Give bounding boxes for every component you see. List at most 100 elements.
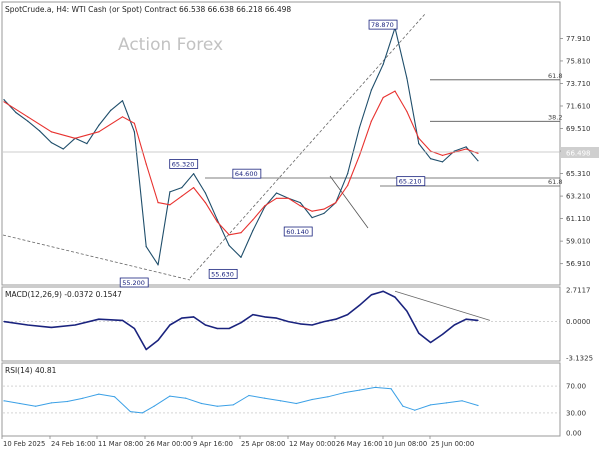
rsi-line-point	[311, 398, 313, 401]
macd-line-point	[193, 316, 195, 318]
moving-average-line-point	[406, 110, 408, 113]
macd-tick-label: -3.1325	[566, 355, 593, 363]
time-tick-label: 26 Mar 00:00	[146, 440, 191, 448]
price-line-point	[441, 161, 444, 163]
price-line-point	[50, 141, 53, 144]
macd-tick-label: 0.0000	[566, 318, 591, 326]
time-tick-label: 24 Feb 16:00	[51, 440, 96, 448]
price-line-point	[62, 148, 64, 150]
price-line-point	[323, 212, 325, 214]
time-tick-label: 26 May 16:00	[336, 440, 383, 448]
macd-line-point	[169, 324, 171, 326]
rsi-line-point	[390, 388, 392, 390]
rsi-panel-frame	[1, 362, 561, 437]
rsi-line-point	[358, 389, 361, 391]
macd-line-point	[133, 327, 135, 330]
price-line-point	[240, 256, 242, 258]
rsi-tick-label: 0.00	[566, 430, 582, 438]
rsi-line-point	[402, 405, 404, 407]
macd-line-point	[50, 326, 53, 328]
price-annotation-box	[283, 226, 313, 237]
price-line-point	[204, 192, 207, 194]
moving-average-line-point	[477, 152, 479, 154]
rsi-line-point	[114, 396, 116, 398]
price-panel-frame	[1, 1, 561, 286]
price-tick-label: 69.510	[566, 125, 591, 133]
price-line-point	[216, 219, 218, 221]
price-line-point	[133, 131, 135, 133]
moving-average-line-point	[27, 116, 29, 118]
macd-series: 2.7117 0.0000 -3.1325	[3, 287, 593, 363]
macd-line	[3, 290, 479, 351]
price-annotation-label: 64.600	[235, 170, 258, 178]
rsi-line-point	[248, 394, 250, 397]
price-line-point	[38, 130, 41, 132]
fib-level-label: 61.8	[548, 72, 562, 80]
time-tick-label: 9 Apr 16:00	[193, 440, 233, 448]
macd-line-point	[465, 318, 467, 320]
price-annotations: 78.870 65.320 64.600 60.140 55.200 55.630 65.2…	[119, 19, 426, 288]
moving-average-line-point	[311, 210, 313, 212]
moving-average-line-point	[418, 137, 420, 139]
price-line-point	[311, 217, 313, 219]
rsi-line-point	[50, 402, 53, 404]
macd-title: MACD(12,26,9) -0.0372 0.1547	[5, 290, 122, 299]
macd-line-point	[3, 320, 5, 323]
rsi-line-point	[232, 404, 234, 406]
price-annotation-box	[396, 176, 426, 187]
macd-line-point	[382, 290, 384, 292]
rsi-line-point	[185, 397, 187, 399]
macd-line-point	[418, 332, 420, 334]
moving-average-line-point	[169, 204, 171, 206]
rsi-title: RSI(14) 40.81	[5, 366, 57, 375]
price-tick-label: 56.910	[566, 260, 591, 268]
price-line-point	[181, 187, 183, 189]
rsi-line-point	[82, 397, 84, 399]
moving-average-line-point	[133, 122, 135, 124]
moving-average-line-point	[98, 131, 100, 133]
price-line-point	[418, 143, 420, 145]
moving-average-line-point	[347, 184, 349, 187]
macd-line-point	[204, 324, 207, 326]
macd-line-point	[453, 324, 455, 326]
moving-average-line-point	[264, 205, 266, 207]
macd-line-point	[347, 313, 349, 316]
price-line-point	[275, 192, 278, 194]
price-annotation-label: 78.870	[371, 21, 394, 29]
price-line-point	[406, 77, 408, 79]
macd-tick-label: 2.7117	[566, 287, 591, 295]
rsi-line-point	[3, 400, 5, 402]
moving-average-line-point	[275, 197, 278, 199]
price-annotation-label: 55.630	[211, 270, 234, 278]
macd-line-point	[406, 310, 408, 312]
macd-divergence-line	[394, 290, 491, 321]
rsi-line-point	[129, 410, 131, 413]
time-tick-label: 25 Jun 00:00	[431, 440, 474, 448]
rsi-line-point	[19, 402, 21, 405]
price-tick-label: 65.310	[566, 170, 591, 178]
moving-average-line-point	[145, 163, 147, 165]
price-annotation-box	[232, 168, 262, 179]
rsi-line-point	[477, 404, 479, 407]
moving-average-line-point	[287, 197, 289, 199]
price-annotation-box	[119, 277, 149, 288]
moving-average-line-point	[228, 234, 230, 236]
moving-average-line-point	[358, 154, 361, 157]
price-line-point	[110, 109, 112, 111]
moving-average-line-point	[181, 195, 183, 197]
moving-average-line-point	[216, 221, 218, 223]
price-line-point	[430, 158, 432, 160]
price-line-point	[370, 89, 372, 91]
macd-line-point	[121, 319, 124, 321]
moving-average-line-point	[335, 202, 337, 204]
time-tick-label: 10 Jun 08:00	[384, 440, 427, 448]
rsi-line-point	[141, 412, 143, 414]
price-annotation-box	[208, 268, 238, 279]
price-line-point	[98, 124, 100, 127]
macd-line-point	[394, 296, 396, 298]
rsi-line-point	[279, 400, 282, 402]
macd-line-point	[216, 327, 218, 330]
moving-average-line-point	[323, 208, 325, 210]
macd-line-point	[98, 318, 100, 320]
macd-line-point	[240, 322, 242, 324]
